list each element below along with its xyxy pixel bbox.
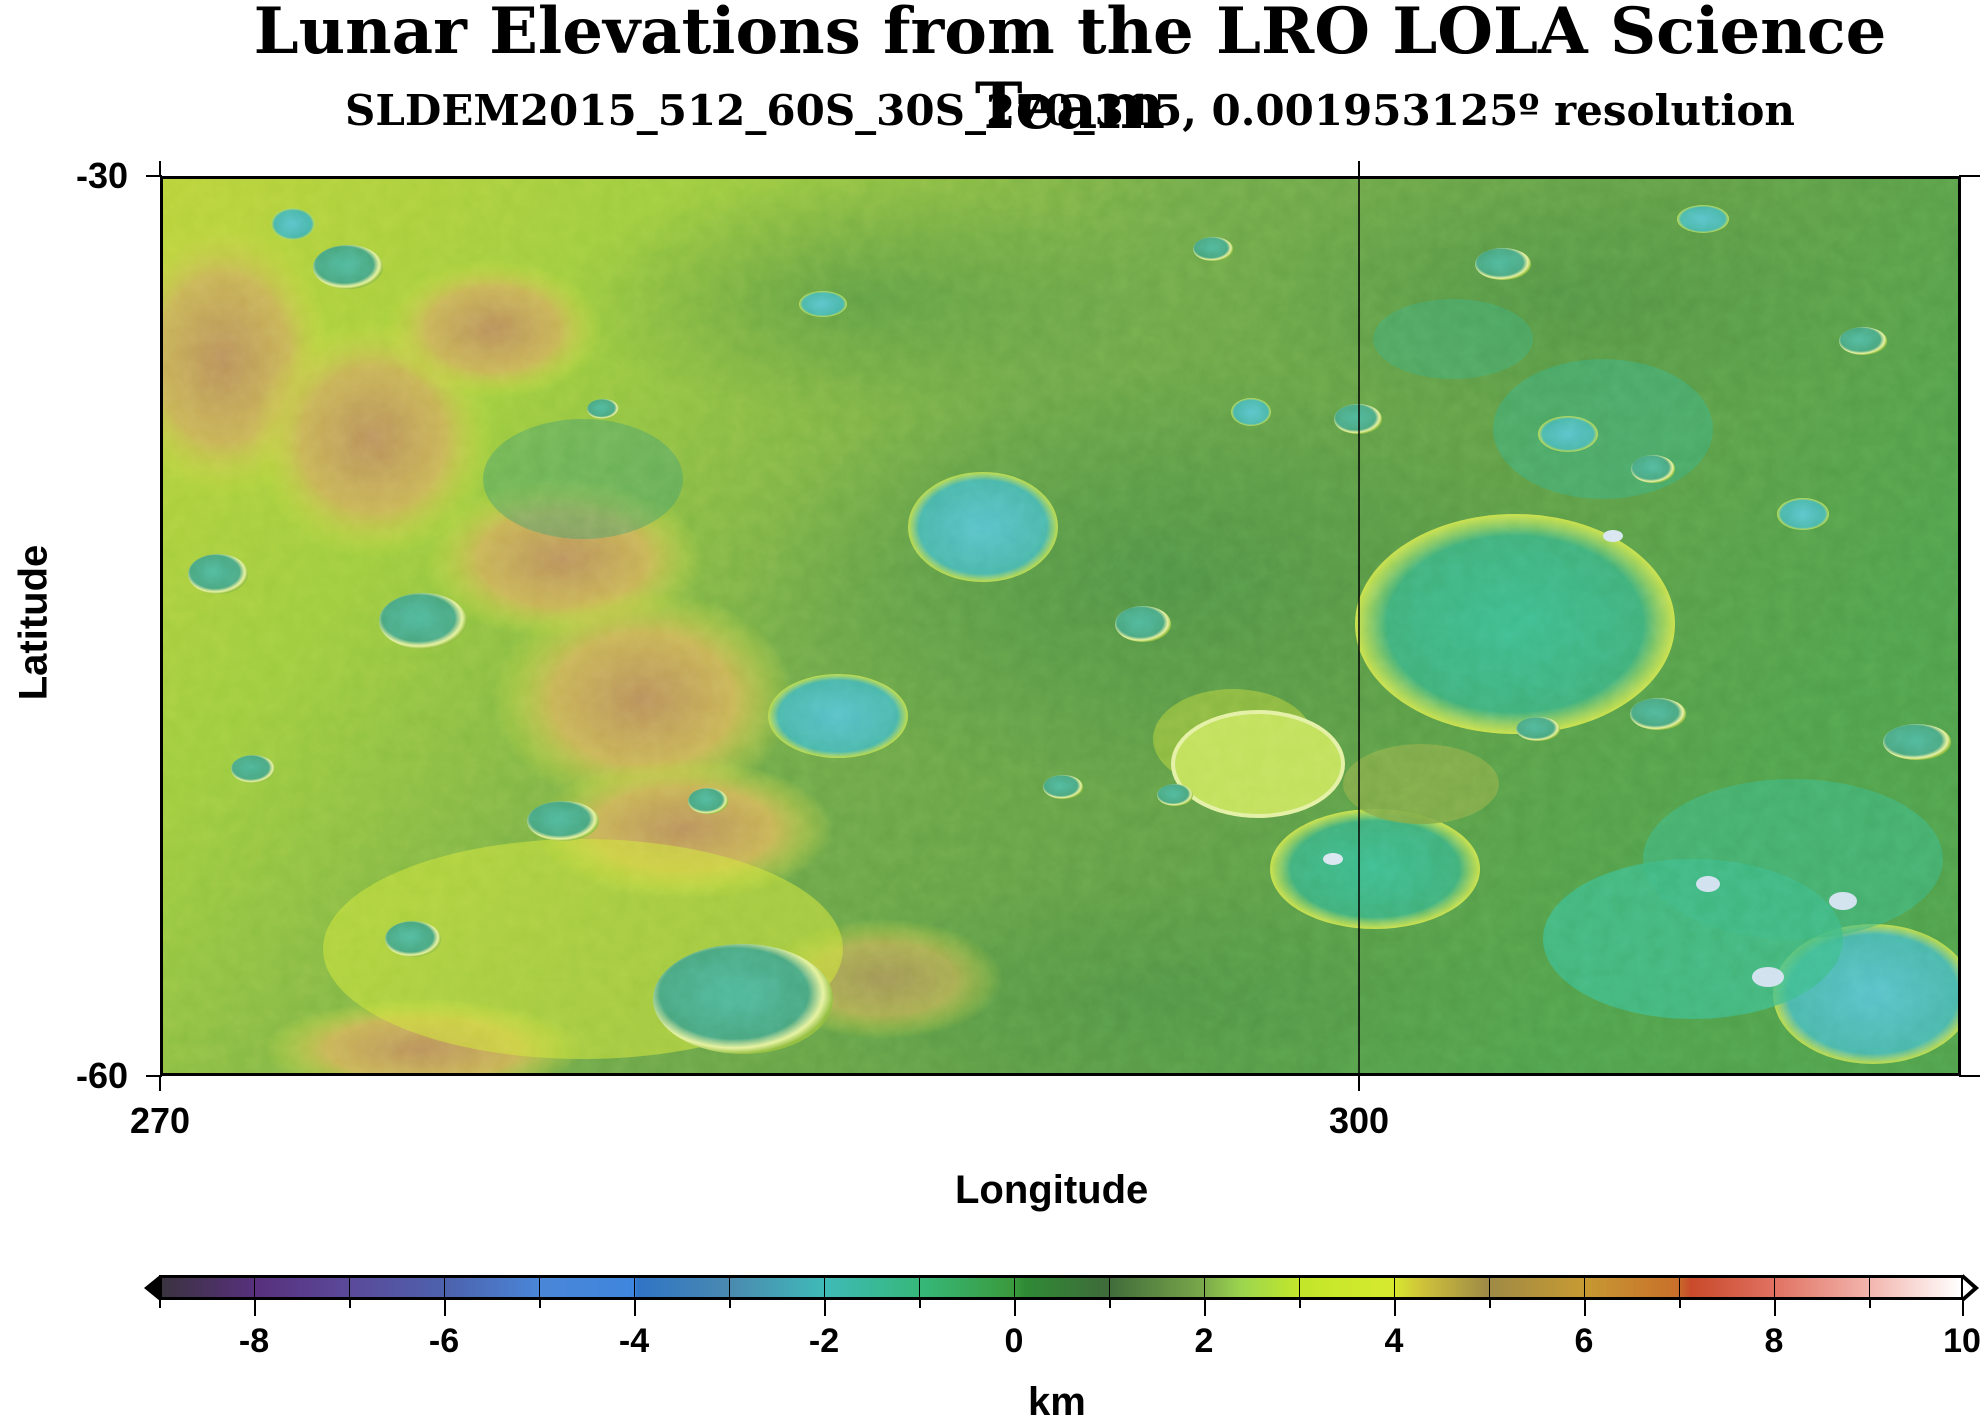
colorbar-label: -4 <box>618 1322 650 1360</box>
colorbar-major-tick <box>1774 1300 1776 1316</box>
colorbar-minor-tick <box>1109 1300 1111 1308</box>
x-tick-label: 300 <box>1328 1100 1390 1141</box>
colorbar-minor-tick <box>1869 1300 1871 1308</box>
x-tick-label: 270 <box>129 1100 191 1141</box>
y-tick-bottom <box>146 1075 162 1077</box>
colorbar-major-tick <box>444 1300 446 1316</box>
chart-title: Lunar Elevations from the LRO LOLA Scien… <box>253 0 1887 144</box>
colorbar-major-tick <box>254 1300 256 1316</box>
colorbar-label: 8 <box>1764 1322 1784 1360</box>
y-tick-label: -30 <box>75 155 128 196</box>
colorbar-label: -8 <box>238 1322 270 1360</box>
colorbar-major-tick <box>1204 1300 1206 1316</box>
colorbar-major-tick <box>1394 1300 1396 1316</box>
elevation-map <box>160 176 1961 1076</box>
y-tick-label: -60 <box>75 1055 128 1096</box>
colorbar-low-extend-arrow <box>144 1275 160 1301</box>
colorbar-label: 4 <box>1384 1322 1404 1360</box>
colorbar-label: 6 <box>1574 1322 1594 1360</box>
y-tick-right-top <box>1959 175 1980 177</box>
x-axis-title: Longitude <box>955 1168 1149 1212</box>
y-tick-top <box>146 175 162 177</box>
colorbar-label: -6 <box>428 1322 460 1360</box>
colorbar-major-tick <box>1584 1300 1586 1316</box>
x-tick-left-bottom <box>159 1075 161 1091</box>
y-axis-title: Latitude <box>11 544 56 701</box>
colorbar-major-tick <box>1014 1300 1016 1316</box>
colorbar-unit: km <box>1028 1380 1086 1424</box>
colorbar-minor-tick <box>919 1300 921 1308</box>
colorbar-minor-tick <box>729 1300 731 1308</box>
colorbar-major-tick <box>634 1300 636 1316</box>
colorbar-major-tick <box>1962 1300 1964 1316</box>
colorbar <box>159 1275 1964 1300</box>
colorbar-label: 2 <box>1194 1322 1214 1360</box>
x-tick-300-bottom <box>1358 1075 1360 1091</box>
colorbar-minor-tick <box>1299 1300 1301 1308</box>
x-tick-300-top <box>1358 161 1360 177</box>
x-tick-left-top <box>159 161 161 177</box>
colorbar-label: 10 <box>1943 1322 1980 1360</box>
colorbar-minor-tick <box>539 1300 541 1308</box>
colorbar-label: 0 <box>1004 1322 1024 1360</box>
colorbar-minor-tick <box>1679 1300 1681 1308</box>
colorbar-major-tick <box>824 1300 826 1316</box>
colorbar-minor-tick <box>349 1300 351 1308</box>
y-tick-right-bottom <box>1959 1075 1980 1077</box>
colorbar-high-arrow-fill <box>1963 1279 1973 1297</box>
colorbar-minor-tick <box>1489 1300 1491 1308</box>
colorbar-minor-tick <box>159 1300 161 1308</box>
chart-subtitle: SLDEM2015_512_60S_30S_270_315, 0.0019531… <box>345 86 1795 135</box>
colorbar-label: -2 <box>808 1322 840 1360</box>
